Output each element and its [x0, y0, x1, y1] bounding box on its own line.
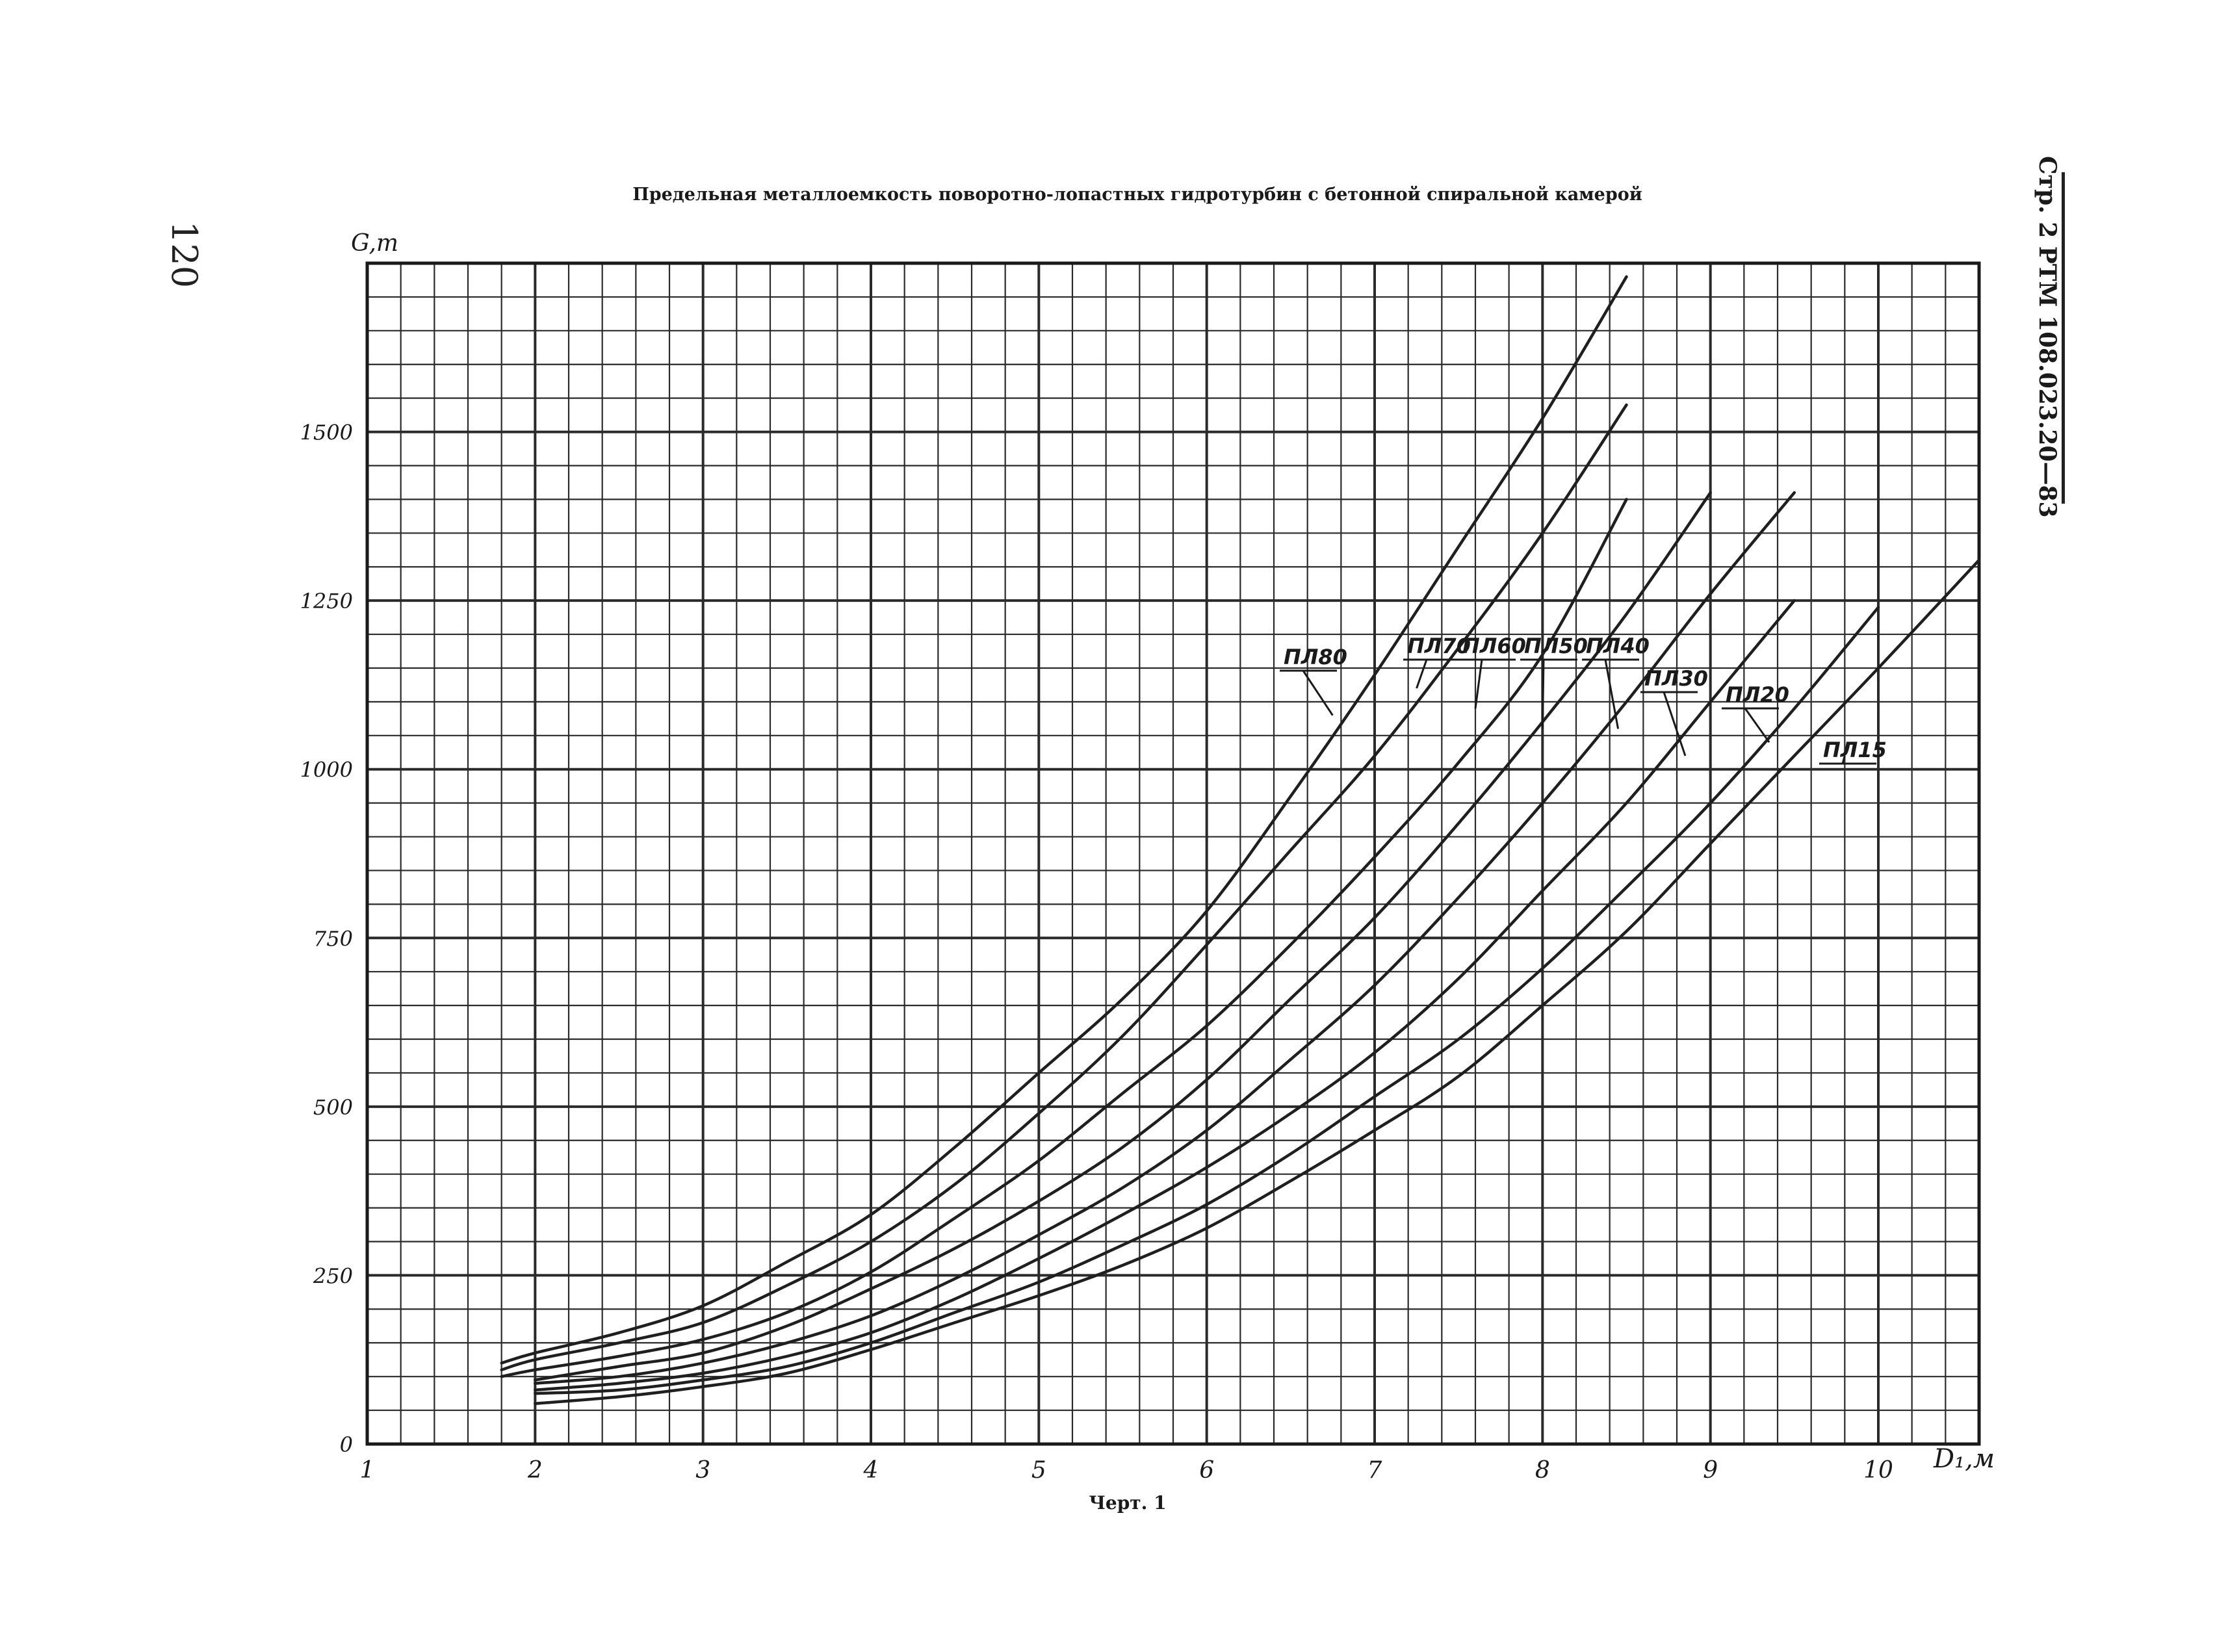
series-label-leader [1841, 755, 1846, 764]
series-line-ПЛ70 [500, 403, 1628, 1372]
series-label-ПЛ30: ПЛ30 [1644, 666, 1708, 691]
x-tick-label: 8 [1535, 1457, 1550, 1484]
plot-area-frame [365, 261, 1981, 1446]
y-axis-label: G,т [351, 230, 398, 257]
series-label-leader [1416, 659, 1428, 689]
series-label-ПЛ20: ПЛ20 [1726, 682, 1789, 707]
x-tick-label: 1 [360, 1457, 375, 1484]
chart-grid [366, 262, 1980, 1445]
y-tick-label: 1500 [300, 420, 353, 445]
chart-title: Предельная металлоемкость поворотно-лопа… [632, 185, 1642, 205]
series-label-ПЛ40: ПЛ40 [1586, 634, 1650, 658]
series-label-ПЛ50: ПЛ50 [1524, 634, 1588, 658]
series-line-ПЛ30 [534, 599, 1796, 1392]
series-line-ПЛ40 [534, 491, 1796, 1385]
x-tick-label: 5 [1031, 1457, 1046, 1484]
axis-ticks: 1 2 3 4 5 6 7 8 9 10 0 250 500 750 1000 1250 1500 [300, 420, 1893, 1484]
series-label-ПЛ15: ПЛ15 [1823, 738, 1887, 762]
series-label-leader [1663, 691, 1687, 756]
y-tick-label: 0 [340, 1432, 353, 1457]
series-label-leader [1474, 659, 1483, 709]
series-label-ПЛ70: ПЛ70 [1407, 634, 1471, 658]
series-line-ПЛ60 [500, 498, 1628, 1378]
series-label-leader [1744, 708, 1770, 743]
series-line-ПЛ80 [500, 275, 1628, 1365]
x-tick-label: 10 [1863, 1457, 1893, 1484]
series-label-ПЛ80: ПЛ80 [1284, 645, 1347, 669]
y-tick-label: 1000 [300, 758, 353, 782]
series-line-ПЛ15 [534, 558, 1981, 1405]
series-label-leader [1302, 670, 1334, 716]
x-tick-label: 2 [527, 1457, 543, 1484]
x-tick-label: 9 [1703, 1457, 1718, 1484]
side-stamp-rule [2062, 172, 2065, 504]
series-line-ПЛ20 [534, 606, 1880, 1395]
x-axis-label: D₁,м [1933, 1444, 1995, 1474]
figure-caption: Черт. 1 [1089, 1492, 1166, 1514]
y-tick-label: 750 [313, 926, 353, 951]
x-tick-label: 4 [863, 1457, 879, 1484]
x-tick-label: 6 [1199, 1457, 1214, 1484]
y-tick-label: 500 [313, 1095, 353, 1120]
y-tick-label: 1250 [300, 589, 353, 613]
y-tick-label: 250 [313, 1263, 353, 1288]
series-label-leader [1541, 659, 1545, 729]
series-label-ПЛ60: ПЛ60 [1462, 634, 1526, 658]
series-label-leader [1604, 659, 1620, 729]
x-tick-label: 7 [1367, 1457, 1382, 1484]
series-line-ПЛ50 [534, 491, 1712, 1382]
x-tick-label: 3 [695, 1457, 710, 1484]
